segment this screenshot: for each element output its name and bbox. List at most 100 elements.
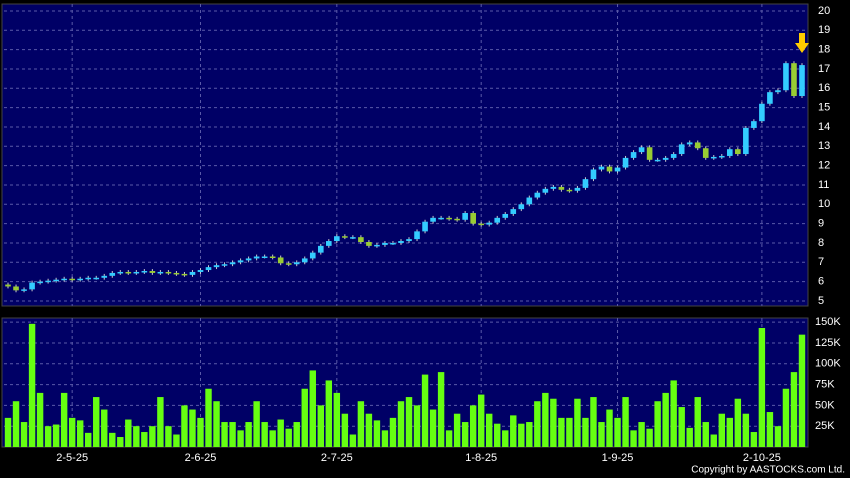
candle-body: [542, 188, 549, 193]
candle-body: [727, 149, 733, 156]
volume-bar: [606, 409, 613, 447]
candle-body: [237, 260, 244, 263]
candle-body: [735, 149, 741, 155]
volume-bar: [437, 372, 445, 447]
candle-body: [350, 237, 356, 239]
volume-bar: [341, 413, 349, 447]
volume-bar: [325, 380, 333, 447]
y-tick-label: 10: [818, 198, 830, 210]
candle-body: [646, 147, 653, 160]
volume-bar: [646, 428, 653, 447]
volume-bar: [534, 401, 541, 447]
candle-body: [622, 157, 629, 168]
candle-body: [326, 241, 332, 246]
x-tick-label: 2-6-25: [185, 452, 217, 464]
candle-body: [702, 148, 709, 158]
volume-bar: [4, 417, 12, 447]
candle-body: [614, 167, 621, 172]
y-tick-label: 12: [818, 160, 830, 172]
candle-body: [205, 267, 212, 271]
volume-bar: [20, 422, 28, 447]
volume-bar: [574, 398, 581, 447]
candle-body: [406, 239, 412, 242]
volume-bar: [213, 401, 220, 447]
volume-bar: [245, 422, 252, 447]
candle-body: [630, 152, 637, 158]
candle-body: [77, 278, 83, 281]
x-tick-label: 2-10-25: [743, 452, 781, 464]
volume-bar: [526, 422, 533, 447]
candle-body: [759, 103, 765, 122]
y-tick-label: 15: [818, 102, 830, 114]
candle-body: [767, 92, 773, 104]
volume-bar: [365, 413, 373, 447]
candle-body: [718, 155, 725, 158]
volume-bar: [453, 413, 461, 447]
candle-body: [494, 217, 501, 223]
volume-bar: [670, 380, 677, 447]
volume-bar: [157, 397, 164, 447]
candle-body: [101, 275, 108, 278]
candle-body: [277, 257, 284, 264]
candle-body: [678, 144, 685, 155]
volume-tick-label: 75K: [815, 378, 835, 390]
volume-bar: [494, 423, 501, 447]
candle-body: [606, 166, 613, 172]
volume-bar: [36, 392, 44, 447]
candle-body: [85, 277, 92, 280]
volume-bar: [277, 419, 284, 447]
candle-body: [654, 159, 661, 162]
copyright: Copyright by AASTOCKS.com Ltd.: [691, 465, 845, 476]
volume-bar: [293, 422, 300, 447]
y-tick-label: 9: [818, 218, 824, 230]
volume-bar: [718, 413, 725, 447]
volume-bar: [742, 413, 750, 447]
volume-bar: [726, 417, 734, 447]
volume-bar: [197, 417, 204, 447]
candle-body: [751, 121, 757, 128]
candle-body: [454, 218, 460, 221]
volume-bar: [44, 426, 52, 447]
candle-body: [125, 271, 132, 274]
volume-bar: [229, 422, 236, 447]
candle-body: [173, 272, 180, 275]
candle-body: [566, 189, 573, 192]
volume-bar: [622, 397, 629, 447]
candle-body: [301, 258, 308, 263]
x-tick-label: 2-5-25: [56, 452, 88, 464]
candle-body: [446, 217, 452, 220]
candle-body: [317, 245, 324, 253]
candle-body: [390, 242, 396, 245]
volume-bar: [269, 430, 276, 447]
volume-bar: [181, 405, 188, 447]
volume-bar: [253, 401, 260, 447]
candle-body: [526, 197, 533, 205]
candle-body: [309, 252, 316, 259]
y-tick-label: 7: [818, 256, 824, 268]
volume-bar: [469, 405, 477, 447]
candle-body: [710, 156, 717, 159]
candle-body: [438, 217, 444, 220]
candle-body: [189, 271, 196, 275]
candle-body: [29, 282, 35, 290]
volume-bar: [117, 437, 124, 447]
candle-body: [157, 271, 164, 274]
candle-body: [743, 127, 749, 155]
candle-body: [133, 271, 140, 274]
candle-body: [342, 236, 348, 238]
candle-body: [398, 241, 404, 243]
candle-body: [261, 256, 268, 259]
candle-body: [45, 280, 51, 283]
volume-bar: [317, 405, 324, 447]
candle-body: [694, 142, 701, 149]
volume-bar: [734, 398, 742, 447]
candle-body: [590, 169, 597, 180]
y-tick-label: 17: [818, 63, 830, 75]
volume-bar: [678, 407, 685, 447]
y-tick-label: 16: [818, 82, 830, 94]
x-tick-label: 2-7-25: [321, 452, 353, 464]
volume-bar: [542, 392, 549, 447]
candle-body: [783, 63, 789, 91]
volume-bar: [109, 432, 116, 447]
